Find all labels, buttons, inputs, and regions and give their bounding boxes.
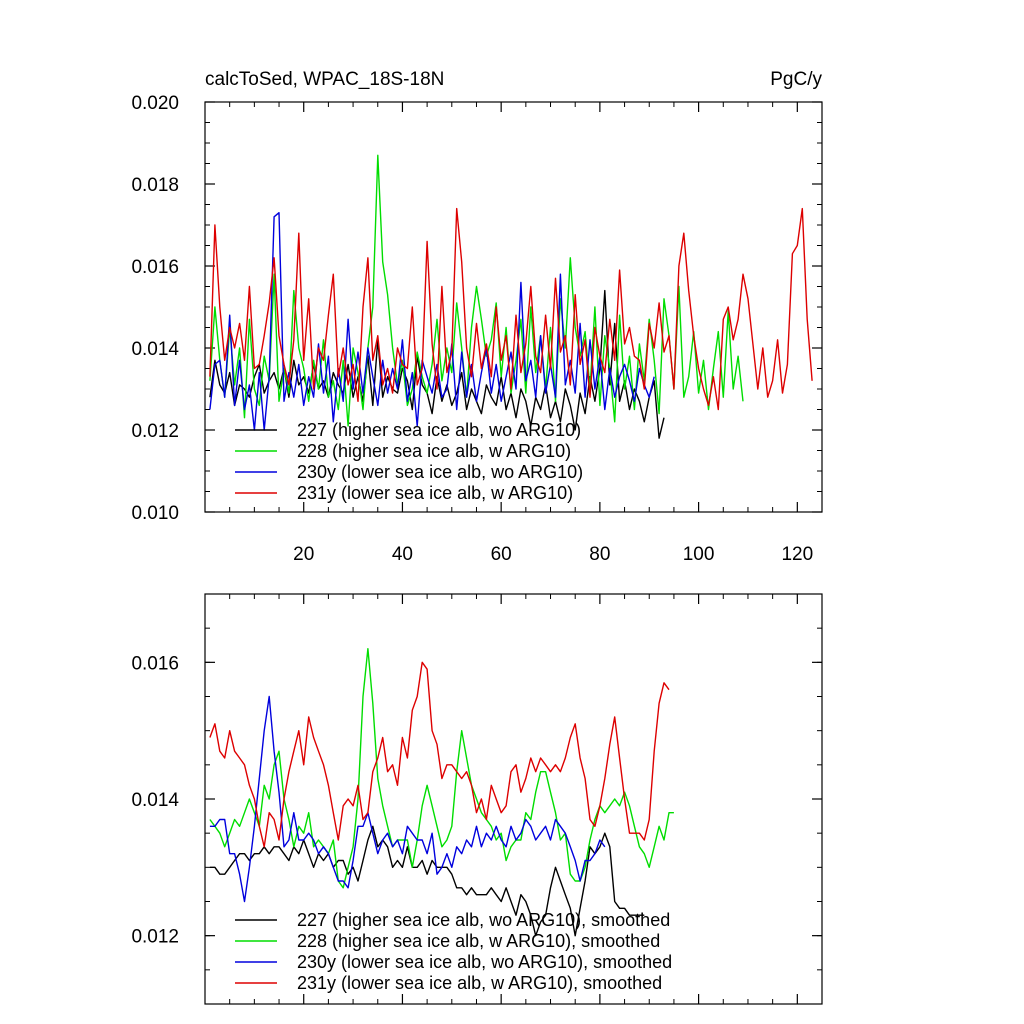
top-panel: calcToSed, WPAC_18S-18N PgC/y 0.010 0.012…: [131, 69, 823, 565]
legend-label-0: 227 (higher sea ice alb, wo ARG10), smoo…: [297, 910, 670, 930]
chart-title: calcToSed, WPAC_18S-18N: [205, 69, 444, 90]
unit-label: PgC/y: [770, 69, 822, 90]
y-tick-label: 0.012: [131, 927, 179, 948]
y-tick-label: 0.012: [131, 421, 179, 442]
legend-label-3: 231y (lower sea ice alb, w ARG10): [297, 483, 573, 503]
top-legend: 227 (higher sea ice alb, wo ARG10)228 (h…: [235, 420, 583, 503]
series-line-3: [209, 207, 813, 411]
y-tick-label: 0.014: [131, 790, 179, 811]
legend-label-2: 230y (lower sea ice alb, wo ARG10): [297, 462, 583, 482]
series-line-2: [209, 695, 606, 903]
x-tick-label: 80: [589, 544, 610, 565]
bottom-axis-ticks: 0.012 0.014 0.016: [131, 593, 822, 1005]
series-line-3: [209, 661, 670, 848]
top-plot-frame: [204, 101, 823, 513]
legend-label-3: 231y (lower sea ice alb, w ARG10), smoot…: [297, 973, 662, 993]
series-line-1: [209, 648, 674, 889]
y-tick-label: 0.016: [131, 653, 179, 674]
series-line-0: [209, 825, 645, 937]
x-tick-label: 20: [293, 544, 314, 565]
legend-label-2: 230y (lower sea ice alb, wo ARG10), smoo…: [297, 952, 672, 972]
x-tick-label: 40: [392, 544, 413, 565]
bottom-plot-frame: [204, 593, 823, 1005]
bottom-series-lines: [209, 648, 674, 937]
y-tick-label: 0.010: [131, 503, 179, 524]
series-line-2: [209, 211, 655, 431]
legend-label-1: 228 (higher sea ice alb, w ARG10): [297, 441, 571, 461]
bottom-legend: 227 (higher sea ice alb, wo ARG10), smoo…: [235, 910, 672, 993]
top-axis-ticks: 0.010 0.012 0.014 0.016 0.018 0.020 20 40 60 80 10…: [131, 93, 822, 565]
y-tick-label: 0.014: [131, 339, 179, 360]
x-tick-label: 100: [683, 544, 715, 565]
y-tick-label: 0.016: [131, 257, 179, 278]
x-tick-label: 60: [491, 544, 512, 565]
y-tick-label: 0.020: [131, 93, 179, 114]
legend-label-1: 228 (higher sea ice alb, w ARG10), smoot…: [297, 931, 660, 951]
x-tick-label: 120: [781, 544, 813, 565]
y-tick-label: 0.018: [131, 175, 179, 196]
legend-label-0: 227 (higher sea ice alb, wo ARG10): [297, 420, 581, 440]
top-series-lines: [209, 154, 813, 439]
series-line-1: [209, 154, 744, 427]
bottom-panel: 0.012 0.014 0.016 227 (higher sea ice alb,…: [131, 593, 823, 1005]
